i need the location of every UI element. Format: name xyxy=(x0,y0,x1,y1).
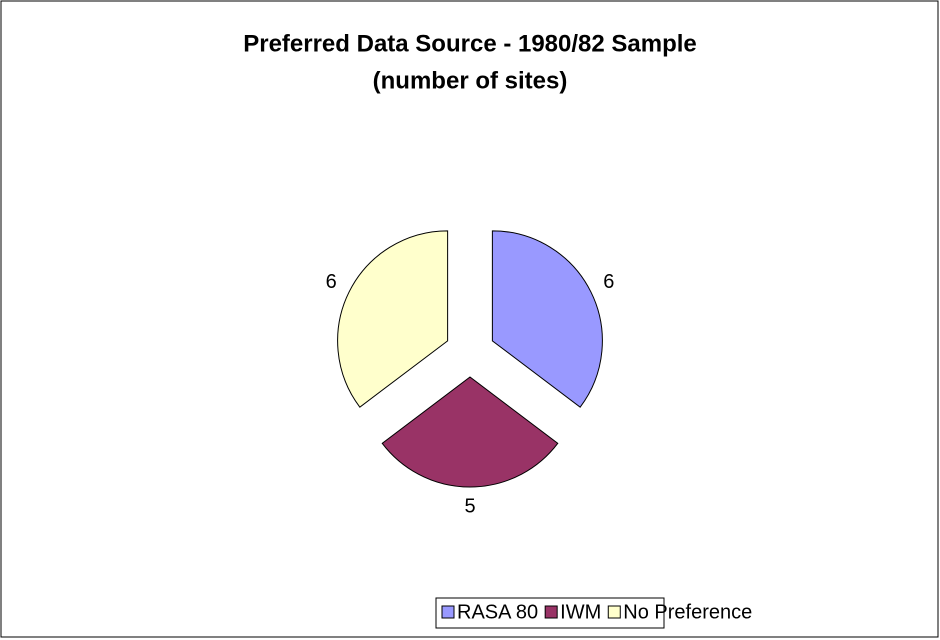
legend-swatch xyxy=(544,605,558,619)
data-label: 5 xyxy=(464,495,475,517)
data-label: 6 xyxy=(326,271,337,293)
legend-swatch xyxy=(607,605,621,619)
chart-subtitle: (number of sites) xyxy=(373,67,568,94)
data-label: 6 xyxy=(603,271,614,293)
pie-slice xyxy=(381,376,559,488)
pie-slice xyxy=(337,230,449,408)
legend-label: RASA 80 xyxy=(457,601,538,623)
legend: RASA 80 IWM No Preference xyxy=(441,601,752,623)
pie: 6 5 6 xyxy=(326,230,614,517)
legend-label: IWM xyxy=(560,601,601,623)
legend-label: No Preference xyxy=(623,601,752,623)
chart-title: Preferred Data Source - 1980/82 Sample xyxy=(243,30,697,57)
legend-swatch xyxy=(441,605,455,619)
pie-slice xyxy=(491,230,603,408)
